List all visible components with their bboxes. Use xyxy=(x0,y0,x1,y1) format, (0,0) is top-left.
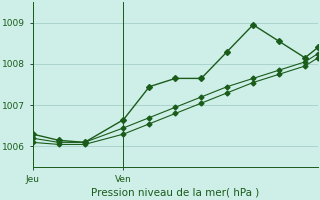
X-axis label: Pression niveau de la mer( hPa ): Pression niveau de la mer( hPa ) xyxy=(91,188,260,198)
